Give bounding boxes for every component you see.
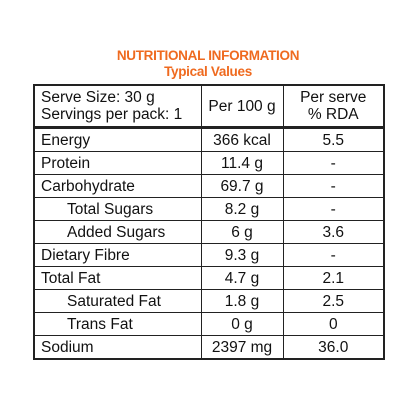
subtitle: Typical Values bbox=[164, 64, 252, 79]
header-text: Serve Size: 30 g bbox=[41, 89, 155, 106]
nutrient: Saturated Fat bbox=[33, 289, 202, 313]
per-100g: 11.4 g bbox=[200, 151, 284, 175]
per-100g: 1.8 g bbox=[200, 289, 284, 313]
per-serve: - bbox=[282, 197, 385, 221]
row: Carbohydrate 69.7 g- bbox=[33, 174, 385, 198]
row: Protein 11.4 g- bbox=[33, 151, 385, 175]
title: NUTRITIONAL INFORMATION bbox=[116, 48, 300, 63]
nutrient: Trans Fat bbox=[33, 312, 202, 336]
per-100g: 4.7 g bbox=[200, 266, 284, 290]
header-cell: Per 100 g bbox=[200, 84, 284, 129]
row: Energy 366 kcal 5.5 bbox=[33, 127, 385, 152]
row: Added Sugars 6 g 3.6 bbox=[33, 220, 385, 244]
per-100g: 9.3 g bbox=[200, 243, 284, 267]
header-text: Per 100 g bbox=[208, 97, 276, 115]
row: Sodium 2397 mg 36.0 bbox=[33, 335, 385, 360]
per-serve: 3.6 bbox=[282, 220, 385, 244]
header-cell: Per serve% RDA bbox=[282, 84, 385, 129]
header-row: Serve Size: 30 g Servings per pack: 1 Per … bbox=[33, 84, 385, 129]
nutrient: Dietary Fibre bbox=[33, 243, 202, 267]
nutrition-table: Serve Size: 30 g Servings per pack: 1 Per … bbox=[33, 84, 385, 360]
nutrient: Carbohydrate bbox=[33, 174, 202, 198]
per-serve: 36.0 bbox=[282, 335, 385, 360]
per-serve: 2.5 bbox=[282, 289, 385, 313]
per-serve: - bbox=[282, 174, 385, 198]
row: Dietary Fibre 9.3 g- bbox=[33, 243, 385, 267]
per-serve: - bbox=[282, 151, 385, 175]
header-text: % RDA bbox=[307, 106, 359, 123]
header-cell: Serve Size: 30 g Servings per pack: 1 bbox=[33, 84, 202, 129]
per-100g: 8.2 g bbox=[200, 197, 284, 221]
header: NUTRITIONAL INFORMATION Typical Values bbox=[0, 48, 416, 80]
per-100g: 69.7 g bbox=[200, 174, 284, 198]
nutrient: Total Sugars bbox=[33, 197, 202, 221]
per-serve: 2.1 bbox=[282, 266, 385, 290]
row: Total Sugars 8.2 g- bbox=[33, 197, 385, 221]
nutrient: Protein bbox=[33, 151, 202, 175]
per-100g: 6 g bbox=[200, 220, 284, 244]
per-serve: 0 bbox=[282, 312, 385, 336]
nutrient: Sodium bbox=[33, 335, 202, 360]
per-100g: 366 kcal bbox=[200, 127, 284, 152]
nutrient: Energy bbox=[33, 127, 202, 152]
row: Total Fat 4.7 g 2.1 bbox=[33, 266, 385, 290]
header-text: Per serve bbox=[300, 89, 367, 106]
nutrient: Total Fat bbox=[33, 266, 202, 290]
per-100g: 2397 mg bbox=[200, 335, 284, 360]
header-text: Servings per pack: 1 bbox=[41, 106, 183, 123]
per-100g: 0 g bbox=[200, 312, 284, 336]
per-serve: - bbox=[282, 243, 385, 267]
row: Saturated Fat 1.8 g 2.5 bbox=[33, 289, 385, 313]
nutrient: Added Sugars bbox=[33, 220, 202, 244]
per-serve: 5.5 bbox=[282, 127, 385, 152]
